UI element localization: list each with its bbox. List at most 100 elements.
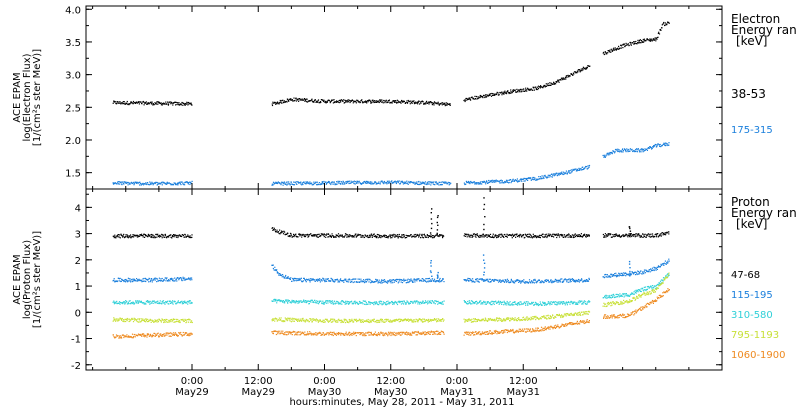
- data-point: [398, 321, 400, 323]
- data-point: [561, 302, 563, 304]
- data-point: [368, 302, 370, 304]
- data-point: [290, 234, 292, 236]
- data-point: [272, 319, 274, 321]
- data-point: [568, 171, 570, 173]
- data-point: [413, 321, 415, 323]
- data-point: [364, 281, 366, 283]
- data-point: [643, 235, 646, 237]
- data-point: [282, 320, 284, 322]
- data-point: [419, 279, 421, 281]
- data-point: [385, 99, 387, 101]
- data-point-spike: [483, 267, 486, 269]
- electron-y-axis-label: ACE EPAM: [12, 72, 23, 122]
- data-point: [341, 235, 343, 237]
- data-point: [309, 182, 311, 185]
- data-point: [293, 184, 295, 186]
- data-point: [181, 319, 183, 321]
- data-point: [490, 304, 492, 306]
- data-point: [393, 281, 395, 283]
- data-point: [332, 302, 334, 304]
- data-point: [149, 319, 151, 321]
- data-point: [282, 184, 284, 186]
- data-point: [494, 180, 496, 182]
- data-point: [351, 318, 353, 320]
- data-point: [566, 173, 568, 175]
- data-point: [509, 92, 511, 94]
- data-point: [298, 302, 300, 304]
- data-point: [420, 280, 422, 282]
- data-point: [488, 179, 490, 182]
- data-point: [171, 102, 173, 104]
- data-point: [486, 236, 488, 238]
- data-point: [330, 100, 332, 102]
- data-point: [113, 303, 115, 305]
- data-point: [467, 233, 469, 235]
- data-point: [184, 319, 186, 321]
- data-point: [506, 281, 508, 283]
- proton-legend-title: Proton: [731, 195, 770, 209]
- data-point: [615, 296, 617, 298]
- data-point: [498, 235, 500, 237]
- data-point: [146, 300, 148, 303]
- data-point: [396, 101, 398, 103]
- data-point: [381, 279, 383, 281]
- data-point: [185, 302, 188, 304]
- data-point: [419, 303, 421, 305]
- data-point: [307, 234, 309, 236]
- data-point: [445, 104, 447, 106]
- data-point: [141, 302, 143, 304]
- data-point: [608, 275, 610, 277]
- data-point: [334, 236, 336, 238]
- data-point: [386, 301, 388, 303]
- data-point: [123, 280, 126, 282]
- data-point: [286, 320, 288, 322]
- data-point: [338, 303, 340, 305]
- data-point: [440, 184, 442, 186]
- data-point: [523, 234, 525, 236]
- data-point: [476, 280, 478, 282]
- data-point: [491, 181, 493, 183]
- data-point: [300, 183, 302, 185]
- data-point: [368, 320, 370, 322]
- data-point: [487, 234, 489, 236]
- data-point: [288, 100, 290, 102]
- data-point: [416, 102, 418, 104]
- data-point: [542, 87, 544, 89]
- data-point: [602, 154, 604, 157]
- data-point-spike: [484, 216, 486, 218]
- data-point: [396, 319, 398, 322]
- data-point: [272, 229, 275, 231]
- electron-y-tick-label: 2.0: [65, 136, 81, 147]
- data-point: [475, 182, 477, 184]
- data-point: [389, 302, 391, 304]
- data-point: [135, 102, 137, 104]
- data-point: [391, 320, 393, 322]
- data-point: [663, 277, 665, 279]
- data-point: [587, 234, 589, 236]
- data-point: [504, 279, 506, 281]
- data-point: [160, 321, 162, 323]
- data-point: [319, 319, 321, 321]
- data-point: [408, 180, 410, 183]
- data-point: [483, 236, 485, 238]
- data-point: [284, 182, 286, 184]
- data-point: [304, 98, 306, 101]
- data-point: [405, 319, 407, 321]
- data-point: [439, 277, 441, 280]
- data-point: [152, 104, 154, 106]
- data-point: [648, 287, 650, 289]
- data-point: [464, 235, 466, 237]
- data-point: [546, 177, 548, 179]
- data-point: [487, 182, 489, 184]
- data-point: [604, 233, 606, 235]
- data-point: [274, 317, 277, 319]
- data-point: [540, 281, 542, 283]
- data-point: [503, 302, 506, 304]
- data-point: [348, 236, 350, 238]
- data-point: [623, 293, 625, 295]
- data-point: [587, 65, 590, 67]
- data-point: [288, 235, 290, 237]
- data-point: [153, 321, 155, 323]
- data-point: [373, 100, 376, 102]
- data-point: [117, 234, 120, 236]
